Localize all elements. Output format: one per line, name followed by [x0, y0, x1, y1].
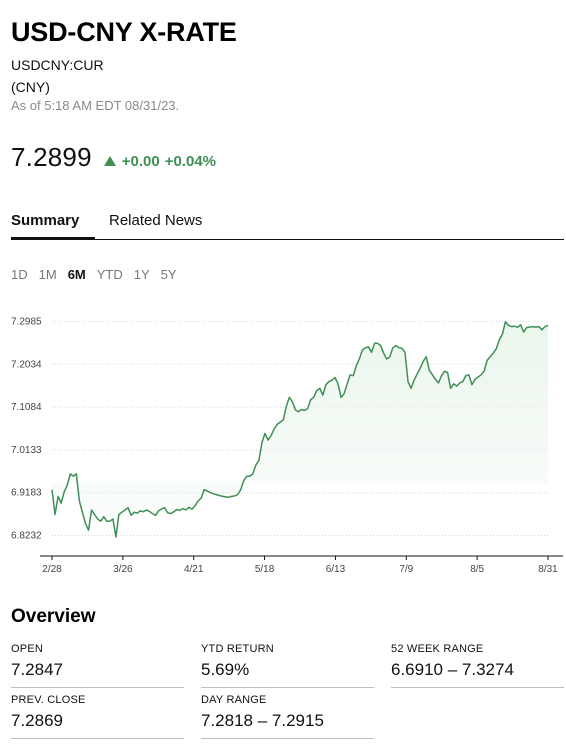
series-line	[51, 320, 549, 538]
tab-bar: Summary Related News	[11, 210, 564, 240]
x-tick-label: 5/18	[255, 564, 275, 575]
x-tick-label: 6/13	[326, 564, 346, 575]
stat-52-week-range: 52 WEEK RANGE 6.6910 – 7.3274	[391, 643, 564, 688]
y-tick-label: 7.0133	[11, 445, 42, 456]
stat-open-label: OPEN	[11, 643, 43, 655]
stat-day-range-label: DAY RANGE	[201, 694, 267, 706]
stat-ytd-return: YTD RETURN 5.69%	[201, 643, 374, 688]
price-chart[interactable]: 7.2985 7.2034 7.1084 7.0133 6.9183 6.8232 2/28…	[0, 300, 566, 590]
range-6m-button[interactable]: 6M	[67, 267, 86, 282]
series-area	[52, 321, 548, 537]
range-1y-button[interactable]: 1Y	[133, 267, 150, 282]
ticker-symbol: USDCNY:CUR	[11, 57, 104, 73]
x-tick-label: 4/21	[184, 564, 204, 575]
range-5y-button[interactable]: 5Y	[160, 267, 177, 282]
stat-ytd-value: 5.69%	[201, 660, 250, 679]
as-of-timestamp: As of 5:18 AM EDT 08/31/23.	[11, 98, 180, 113]
up-arrow-icon	[103, 156, 116, 166]
stat-open: OPEN 7.2847	[11, 643, 184, 688]
page-title: USD-CNY X-RATE	[11, 17, 237, 47]
currency-label: (CNY)	[11, 79, 50, 95]
x-tick-label: 7/9	[399, 564, 413, 575]
y-tick-label: 6.8232	[11, 531, 42, 542]
x-tick-label: 8/31	[538, 564, 558, 575]
change-percent: +0.04%	[164, 152, 216, 170]
tab-related-news[interactable]: Related News	[109, 212, 203, 229]
x-tick-label: 8/5	[470, 564, 484, 575]
time-range-selector: 1D 1M 6M YTD 1Y 5Y	[11, 267, 188, 283]
stat-prev-close-label: PREV. CLOSE	[11, 694, 86, 706]
stat-open-value: 7.2847	[11, 660, 63, 679]
quote-header: USD-CNY X-RATE USDCNY:CUR (CNY) As of 5:…	[11, 16, 556, 114]
overview-heading: Overview	[11, 606, 96, 627]
stat-prev-close-value: 7.2869	[11, 711, 63, 730]
y-tick-label: 6.9183	[11, 488, 42, 499]
price-row: 7.2899 +0.00 +0.04%	[11, 142, 216, 173]
y-tick-label: 7.2985	[11, 316, 42, 327]
range-1d-button[interactable]: 1D	[11, 267, 28, 282]
x-tick-label: 2/28	[42, 564, 62, 575]
stat-prev-close: PREV. CLOSE 7.2869	[11, 694, 184, 739]
range-1m-button[interactable]: 1M	[38, 267, 57, 282]
last-price: 7.2899	[11, 142, 92, 172]
y-tick-label: 7.2034	[11, 359, 42, 370]
stat-day-range-value: 7.2818 – 7.2915	[201, 711, 324, 730]
stat-day-range: DAY RANGE 7.2818 – 7.2915	[201, 694, 374, 739]
stat-52-week-label: 52 WEEK RANGE	[391, 643, 484, 655]
price-change: +0.00 +0.04%	[103, 152, 216, 170]
price-chart-svg: 7.2985 7.2034 7.1084 7.0133 6.9183 6.8232 2/28…	[11, 316, 563, 575]
y-tick-label: 7.1084	[11, 402, 42, 413]
change-absolute: +0.00	[121, 152, 160, 170]
tab-summary[interactable]: Summary	[11, 210, 95, 240]
x-tick-label: 3/26	[113, 564, 133, 575]
range-ytd-button[interactable]: YTD	[96, 267, 123, 282]
stat-52-week-value: 6.6910 – 7.3274	[391, 660, 514, 679]
stat-ytd-label: YTD RETURN	[201, 643, 274, 655]
